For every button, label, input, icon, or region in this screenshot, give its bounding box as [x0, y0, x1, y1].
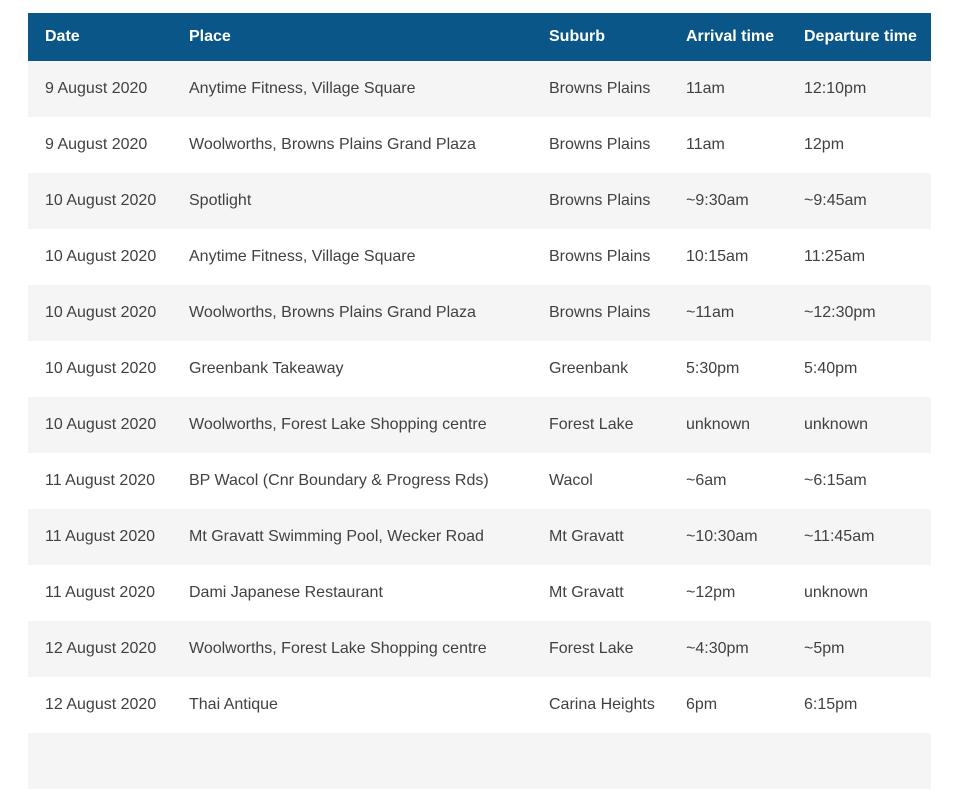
- table-row: 9 August 2020 Anytime Fitness, Village Sq…: [28, 61, 931, 117]
- table-cell: Dami Japanese Restaurant: [189, 584, 383, 601]
- table-cell: ~6am: [686, 472, 727, 489]
- table-cell: Browns Plains: [549, 192, 651, 209]
- table-row: 10 August 2020 Greenbank Takeaway Greenban…: [28, 341, 931, 397]
- table-cell: ~5pm: [804, 640, 845, 657]
- table-cell: [669, 733, 787, 789]
- table-cell: 12:10pm: [804, 80, 867, 97]
- table-row-partial: [28, 733, 931, 789]
- table-cell: 10:15am: [686, 248, 749, 265]
- table-cell: ~10:30am: [686, 528, 758, 545]
- column-header-suburb: Suburb: [532, 13, 669, 61]
- table-cell: Woolworths, Browns Plains Grand Plaza: [189, 304, 476, 321]
- table-row: 12 August 2020 Thai Antique Carina Heights…: [28, 677, 931, 733]
- column-header-arrival-time: Arrival time: [669, 13, 787, 61]
- table-row: 11 August 2020 Dami Japanese Restaurant Mt…: [28, 565, 931, 621]
- table-cell: 11:25am: [804, 248, 866, 265]
- table-cell: 6pm: [686, 696, 718, 713]
- table-cell: ~11:45am: [804, 528, 875, 545]
- table-cell: Carina Heights: [549, 696, 655, 713]
- table-cell: Browns Plains: [549, 80, 651, 97]
- table-cell: [28, 733, 172, 789]
- table-cell: ~6:15am: [804, 472, 867, 489]
- table-cell: Woolworths, Forest Lake Shopping centre: [189, 416, 487, 433]
- table-cell: [787, 733, 931, 789]
- table-cell: 10 August 2020: [45, 416, 157, 433]
- table-cell: Mt Gravatt: [549, 584, 624, 601]
- table-row: 12 August 2020 Woolworths, Forest Lake Sh…: [28, 621, 931, 677]
- table-cell: unknown: [804, 416, 869, 433]
- table-cell: 5:40pm: [804, 360, 858, 377]
- table-cell: Thai Antique: [189, 696, 278, 713]
- table-cell: 12 August 2020: [45, 640, 157, 657]
- table-cell: [532, 733, 669, 789]
- column-header-date: Date: [28, 13, 172, 61]
- table-row: 10 August 2020 Anytime Fitness, Village S…: [28, 229, 931, 285]
- table-cell: ~11am: [686, 304, 735, 321]
- table-cell: Greenbank: [549, 360, 629, 377]
- table-cell: Browns Plains: [549, 136, 651, 153]
- table-cell: 12pm: [804, 136, 845, 153]
- table-cell: [172, 733, 532, 789]
- table-cell: 6:15pm: [804, 696, 858, 713]
- table-cell: 10 August 2020: [45, 248, 157, 265]
- table-row: 11 August 2020 BP Wacol (Cnr Boundary & P…: [28, 453, 931, 509]
- table-cell: Mt Gravatt: [549, 528, 624, 545]
- table-cell: Wacol: [549, 472, 593, 489]
- table-row: 10 August 2020 Spotlight Browns Plains ~9:3…: [28, 173, 931, 229]
- table-row: 9 August 2020 Woolworths, Browns Plains G…: [28, 117, 931, 173]
- table-cell: BP Wacol (Cnr Boundary & Progress Rds): [189, 472, 489, 489]
- table-cell: 10 August 2020: [45, 360, 157, 377]
- table-cell: Browns Plains: [549, 248, 651, 265]
- table-cell: Greenbank Takeaway: [189, 360, 344, 377]
- table-cell: 10 August 2020: [45, 304, 157, 321]
- table-cell: unknown: [804, 584, 869, 601]
- header-row: Date Place Suburb Arrival time Departure tim…: [28, 13, 931, 61]
- table-cell: Forest Lake: [549, 640, 634, 657]
- table-cell: unknown: [686, 416, 751, 433]
- table-cell: Anytime Fitness, Village Square: [189, 80, 416, 97]
- table-body: 9 August 2020 Anytime Fitness, Village Sq…: [28, 61, 931, 789]
- table-header: Date Place Suburb Arrival time Departure tim…: [28, 13, 931, 61]
- table-cell: Woolworths, Forest Lake Shopping centre: [189, 640, 487, 657]
- table-cell: 5:30pm: [686, 360, 740, 377]
- table-cell: 10 August 2020: [45, 192, 157, 209]
- table-cell: ~4:30pm: [686, 640, 749, 657]
- table-cell: Mt Gravatt Swimming Pool, Wecker Road: [189, 528, 484, 545]
- table-cell: ~12pm: [686, 584, 736, 601]
- table-cell: ~12:30pm: [804, 304, 876, 321]
- column-header-departure-time: Departure time: [787, 13, 931, 61]
- table-cell: 11am: [686, 136, 725, 153]
- table-row: 10 August 2020 Woolworths, Forest Lake Sh…: [28, 397, 931, 453]
- table-cell: 12 August 2020: [45, 696, 157, 713]
- table-cell: Woolworths, Browns Plains Grand Plaza: [189, 136, 476, 153]
- table-cell: 11am: [686, 80, 725, 97]
- table-cell: ~9:30am: [686, 192, 749, 209]
- column-header-place: Place: [172, 13, 532, 61]
- table-cell: 11 August 2020: [45, 584, 156, 601]
- table-cell: Spotlight: [189, 192, 252, 209]
- table-cell: Anytime Fitness, Village Square: [189, 248, 416, 265]
- table-cell: 11 August 2020: [45, 472, 156, 489]
- table-cell: 11 August 2020: [45, 528, 156, 545]
- table-cell: Browns Plains: [549, 304, 651, 321]
- table-cell: 9 August 2020: [45, 80, 148, 97]
- table-cell: 9 August 2020: [45, 136, 148, 153]
- table-cell: Forest Lake: [549, 416, 634, 433]
- table-cell: ~9:45am: [804, 192, 867, 209]
- exposure-sites-table: Date Place Suburb Arrival time Departure tim…: [28, 13, 931, 789]
- table-row: 10 August 2020 Woolworths, Browns Plains …: [28, 285, 931, 341]
- table-row: 11 August 2020 Mt Gravatt Swimming Pool, …: [28, 509, 931, 565]
